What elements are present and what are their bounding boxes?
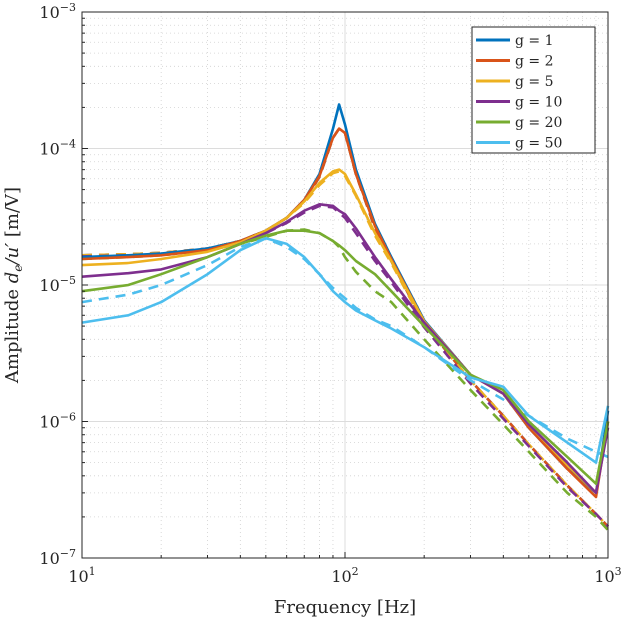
legend-label: g = 1	[515, 33, 554, 49]
legend-box	[471, 26, 596, 154]
legend-label: g = 2	[515, 54, 554, 70]
y-axis-label: Amplitude de/u′ [m/V]	[2, 187, 25, 384]
y-tick-label: 10−4	[39, 138, 76, 159]
legend-label: g = 10	[515, 95, 562, 111]
legend-label: g = 20	[515, 115, 562, 131]
x-axis-label: Frequency [Hz]	[274, 597, 416, 618]
legend-label: g = 50	[515, 136, 562, 152]
y-tick-label: 10−3	[39, 1, 76, 22]
legend-label: g = 5	[515, 74, 554, 90]
measured-line-4	[81, 229, 610, 486]
series-lines	[81, 103, 610, 531]
y-tick-label: 10−6	[39, 411, 76, 432]
legend: g = 1 g = 2 g = 5 g = 10 g = 20 g = 50	[471, 26, 596, 154]
x-tick-label: 102	[331, 565, 358, 586]
grid	[82, 12, 608, 558]
y-tick-label: 10−5	[39, 274, 76, 295]
x-tick-label: 101	[68, 565, 95, 586]
y-tick-label: 10−7	[39, 547, 76, 568]
axis-ticks: 101 102 103 10−7 10−6 10−5 10−4 10−3	[39, 1, 621, 586]
x-tick-label: 103	[594, 565, 621, 586]
measured-line-5	[81, 237, 610, 464]
